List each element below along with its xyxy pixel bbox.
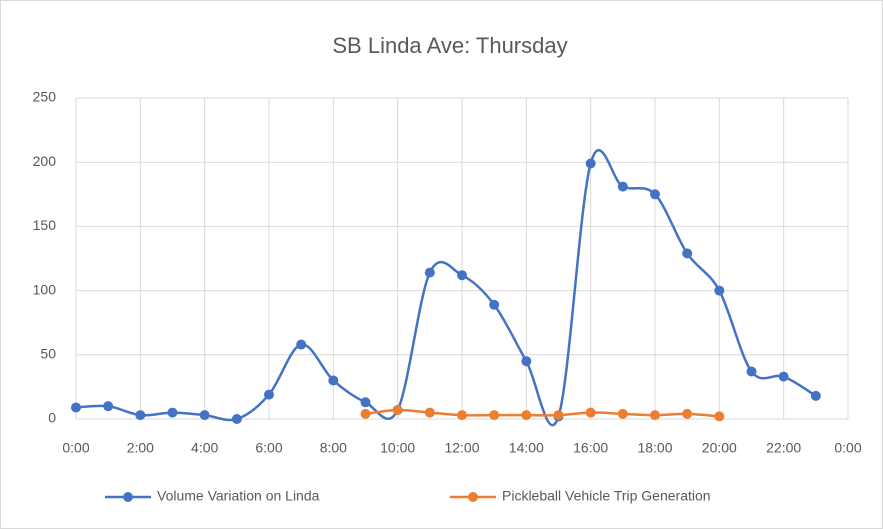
data-point xyxy=(778,371,789,382)
x-tick-label: 20:00 xyxy=(702,440,737,456)
data-point xyxy=(585,158,596,169)
legend-label: Volume Variation on Linda xyxy=(157,488,320,504)
x-tick-label: 14:00 xyxy=(509,440,544,456)
x-tick-label: 0:00 xyxy=(62,440,89,456)
data-point xyxy=(328,375,339,386)
data-point xyxy=(231,414,242,424)
data-point xyxy=(360,397,371,408)
data-point xyxy=(71,402,81,413)
y-tick-label: 100 xyxy=(33,281,57,297)
data-point xyxy=(714,411,725,422)
data-point xyxy=(457,270,467,281)
data-point xyxy=(360,408,371,419)
data-point xyxy=(810,390,821,401)
data-point xyxy=(457,410,467,421)
data-point xyxy=(135,410,146,421)
data-point xyxy=(617,408,628,419)
x-tick-label: 22:00 xyxy=(766,440,801,456)
data-point xyxy=(489,410,500,421)
data-point xyxy=(650,189,660,200)
y-tick-label: 50 xyxy=(40,346,56,362)
y-tick-label: 200 xyxy=(33,153,57,169)
x-tick-label: 10:00 xyxy=(380,440,415,456)
data-point xyxy=(167,407,178,418)
y-tick-label: 0 xyxy=(48,410,56,426)
data-point xyxy=(617,181,628,192)
x-tick-label: 4:00 xyxy=(191,440,218,456)
data-point xyxy=(650,410,660,421)
x-tick-label: 12:00 xyxy=(444,440,479,456)
data-point xyxy=(199,410,210,421)
x-tick-label: 18:00 xyxy=(637,440,672,456)
chart-title: SB Linda Ave: Thursday xyxy=(332,33,567,58)
x-tick-label: 0:00 xyxy=(834,440,861,456)
x-tick-label: 6:00 xyxy=(255,440,282,456)
data-point xyxy=(682,248,693,259)
data-point xyxy=(103,401,114,412)
x-tick-label: 2:00 xyxy=(127,440,154,456)
x-tick-label: 8:00 xyxy=(320,440,347,456)
data-point xyxy=(296,339,307,350)
data-point xyxy=(521,356,532,367)
data-point xyxy=(714,285,725,296)
data-point xyxy=(392,405,403,416)
x-tick-label: 16:00 xyxy=(573,440,608,456)
data-point xyxy=(264,389,274,400)
data-point xyxy=(424,267,435,278)
data-point xyxy=(585,407,596,418)
data-point xyxy=(521,410,532,421)
legend-label: Pickleball Vehicle Trip Generation xyxy=(502,488,711,504)
data-point xyxy=(489,299,500,310)
data-point xyxy=(746,366,757,377)
legend-marker xyxy=(123,492,133,502)
legend-marker xyxy=(468,492,478,502)
y-tick-label: 250 xyxy=(33,89,57,105)
data-point xyxy=(424,407,435,418)
y-tick-label: 150 xyxy=(33,217,57,233)
data-point xyxy=(553,410,564,421)
data-point xyxy=(682,408,693,419)
